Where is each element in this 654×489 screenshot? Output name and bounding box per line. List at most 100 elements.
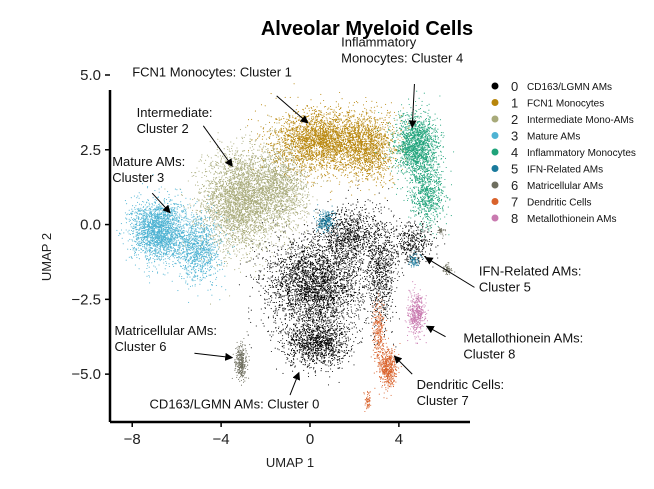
point-cluster-2 bbox=[208, 185, 210, 187]
point-cluster-2 bbox=[231, 193, 233, 195]
point-cluster-2 bbox=[241, 136, 243, 138]
point-cluster-2 bbox=[257, 217, 259, 219]
point-cluster-2 bbox=[281, 206, 283, 208]
point-cluster-2 bbox=[214, 198, 216, 200]
point-cluster-2 bbox=[252, 239, 254, 241]
point-cluster-2 bbox=[240, 225, 242, 227]
point-cluster-2 bbox=[222, 214, 224, 216]
point-cluster-2 bbox=[238, 189, 240, 191]
point-cluster-2 bbox=[248, 218, 250, 220]
point-cluster-2 bbox=[201, 154, 203, 156]
point-cluster-2 bbox=[269, 199, 271, 201]
point-cluster-2 bbox=[228, 250, 230, 252]
point-cluster-2 bbox=[259, 182, 261, 184]
point-cluster-2 bbox=[275, 231, 277, 233]
point-cluster-2 bbox=[219, 140, 221, 142]
point-cluster-2 bbox=[220, 187, 222, 189]
point-cluster-2 bbox=[204, 196, 206, 198]
point-cluster-2 bbox=[273, 150, 275, 152]
point-cluster-2 bbox=[288, 226, 290, 228]
point-cluster-2 bbox=[247, 243, 249, 245]
point-cluster-2 bbox=[278, 185, 280, 187]
point-cluster-2 bbox=[252, 189, 254, 191]
point-cluster-2 bbox=[286, 166, 288, 168]
point-cluster-2 bbox=[282, 160, 284, 163]
point-cluster-2 bbox=[222, 209, 224, 211]
point-cluster-2 bbox=[260, 169, 262, 171]
point-cluster-2 bbox=[245, 242, 247, 244]
point-cluster-2 bbox=[299, 173, 301, 175]
point-cluster-2 bbox=[240, 220, 242, 222]
point-cluster-2 bbox=[268, 179, 270, 181]
point-cluster-2 bbox=[233, 244, 235, 246]
point-cluster-2 bbox=[276, 197, 278, 199]
point-cluster-3 bbox=[137, 254, 139, 256]
point-cluster-2 bbox=[248, 201, 250, 203]
point-cluster-2 bbox=[295, 174, 297, 176]
point-cluster-2 bbox=[271, 158, 273, 160]
point-cluster-2 bbox=[213, 195, 215, 197]
point-cluster-2 bbox=[233, 215, 235, 217]
point-cluster-3 bbox=[157, 271, 159, 273]
point-cluster-2 bbox=[267, 191, 269, 193]
point-cluster-2 bbox=[238, 240, 240, 242]
point-cluster-2 bbox=[288, 196, 290, 198]
point-cluster-2 bbox=[226, 250, 229, 252]
point-cluster-2 bbox=[240, 184, 242, 186]
point-cluster-2 bbox=[227, 205, 229, 207]
point-cluster-2 bbox=[251, 214, 253, 216]
point-cluster-2 bbox=[226, 199, 228, 201]
point-cluster-2 bbox=[253, 191, 255, 193]
point-cluster-2 bbox=[251, 209, 253, 211]
point-cluster-2 bbox=[242, 176, 244, 178]
point-cluster-2 bbox=[259, 166, 261, 168]
point-cluster-2 bbox=[291, 199, 293, 201]
point-cluster-2 bbox=[181, 194, 183, 196]
point-cluster-2 bbox=[225, 183, 228, 186]
point-cluster-2 bbox=[237, 244, 239, 246]
point-cluster-2 bbox=[258, 179, 260, 181]
point-cluster-2 bbox=[264, 163, 266, 166]
point-cluster-2 bbox=[255, 178, 257, 181]
point-cluster-2 bbox=[264, 219, 267, 221]
point-cluster-2 bbox=[273, 162, 275, 165]
point-cluster-2 bbox=[237, 218, 239, 221]
point-cluster-2 bbox=[196, 181, 199, 183]
point-cluster-2 bbox=[275, 185, 277, 187]
point-cluster-2 bbox=[282, 187, 284, 189]
point-cluster-2 bbox=[283, 195, 285, 197]
point-cluster-2 bbox=[200, 240, 202, 242]
point-cluster-2 bbox=[233, 250, 235, 253]
point-cluster-2 bbox=[260, 190, 262, 192]
point-cluster-2 bbox=[224, 237, 226, 239]
point-cluster-2 bbox=[233, 193, 236, 195]
point-cluster-2 bbox=[217, 173, 219, 175]
point-cluster-2 bbox=[219, 172, 221, 174]
point-cluster-2 bbox=[280, 181, 283, 183]
point-cluster-2 bbox=[304, 214, 306, 216]
point-cluster-2 bbox=[257, 199, 259, 201]
point-cluster-2 bbox=[236, 147, 238, 149]
point-cluster-2 bbox=[240, 211, 242, 213]
point-cluster-2 bbox=[258, 189, 261, 191]
point-cluster-2 bbox=[258, 189, 260, 191]
point-cluster-2 bbox=[252, 192, 254, 194]
point-cluster-2 bbox=[275, 234, 278, 237]
point-cluster-2 bbox=[279, 216, 281, 218]
point-cluster-2 bbox=[281, 196, 283, 198]
point-cluster-2 bbox=[286, 182, 288, 184]
point-cluster-2 bbox=[264, 209, 266, 211]
point-cluster-2 bbox=[201, 156, 203, 158]
point-cluster-2 bbox=[272, 211, 274, 213]
point-cluster-2 bbox=[244, 188, 246, 190]
point-cluster-2 bbox=[226, 265, 228, 267]
point-cluster-2 bbox=[292, 208, 294, 210]
point-cluster-2 bbox=[226, 247, 228, 250]
point-cluster-2 bbox=[308, 194, 310, 196]
point-cluster-2 bbox=[273, 173, 276, 175]
point-cluster-2 bbox=[253, 235, 255, 237]
point-cluster-2 bbox=[259, 226, 261, 228]
point-cluster-3 bbox=[177, 225, 179, 227]
point-cluster-2 bbox=[238, 215, 240, 217]
point-cluster-2 bbox=[256, 192, 258, 194]
